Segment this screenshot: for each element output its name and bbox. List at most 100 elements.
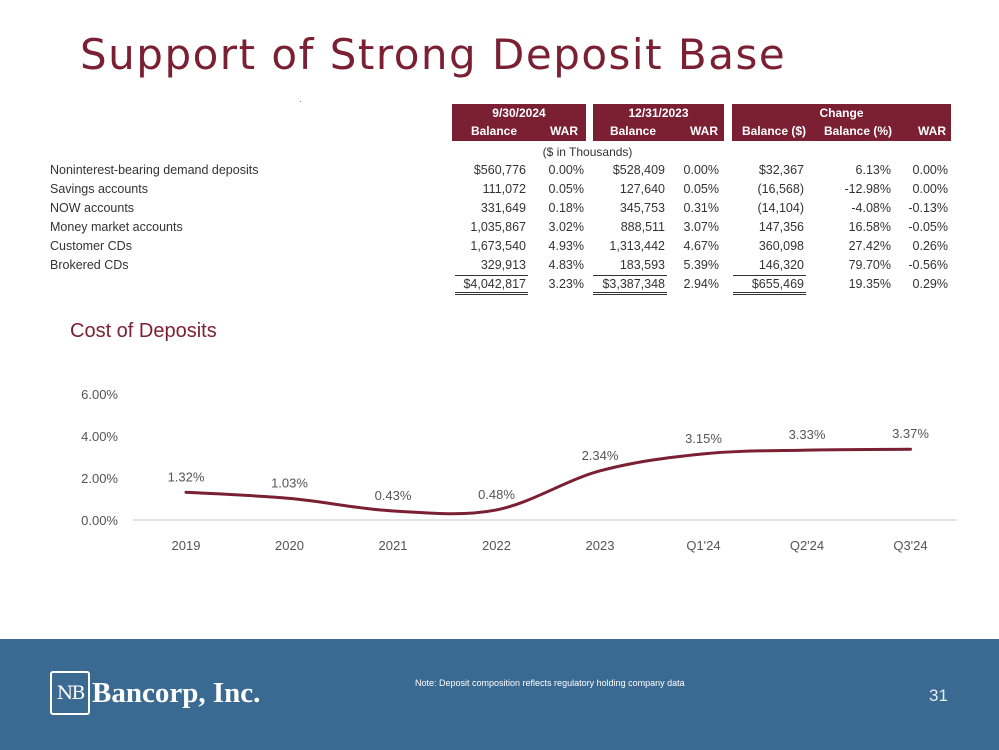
table-cell: $32,367 [758,163,804,177]
table-cell: 888,511 [620,220,665,234]
data-label: 1.03% [271,475,308,490]
row-label: Noninterest-bearing demand deposits [50,163,259,177]
total-double-underline [733,292,806,293]
x-tick-label: 2020 [275,538,304,553]
footer-bar: NB Bancorp, Inc. Note: Deposit compositi… [0,639,999,750]
subheader-war: WAR [918,124,946,138]
table-cell: -4.08% [851,201,891,215]
table-cell: 360,098 [758,239,804,253]
table-cell: -0.56% [908,258,948,272]
cost-of-deposits-chart: 0.00% 2.00% 4.00% 6.00% 2019 2020 2021 2022 2023… [81,387,957,553]
x-tick-label: Q2'24 [790,538,824,553]
table-cell: 127,640 [619,182,665,196]
total-cell: $4,042,817 [463,277,526,291]
subheader-balance: Balance [470,124,517,138]
table-cell: -0.05% [908,220,948,234]
total-double-underline [455,294,528,295]
table-cell: 4.83% [548,258,584,272]
data-label: 3.37% [892,426,929,441]
table-cell: $560,776 [473,163,526,177]
logo: NB Bancorp, Inc. [50,668,260,718]
table-cell: 0.00% [912,163,948,177]
total-double-underline [455,292,528,293]
row-label: Brokered CDs [50,258,129,272]
table-cell: 3.07% [683,220,719,234]
table-cell: -12.98% [844,182,891,196]
table-cell: 331,649 [480,201,526,215]
table-cell: 4.93% [548,239,584,253]
table-cell: 0.18% [548,201,584,215]
data-label: 0.48% [478,487,515,502]
table-cell: (14,104) [757,201,804,215]
row-label: NOW accounts [50,201,135,215]
table-cell: -0.13% [908,201,948,215]
y-tick-label: 2.00% [81,471,118,486]
table-cell: 329,913 [480,258,526,272]
table-cell: 6.13% [855,163,891,177]
table-cell: 0.00% [683,163,719,177]
y-tick-label: 4.00% [81,429,118,444]
footnote: Note: Deposit composition reflects regul… [415,678,685,688]
total-cell: 0.29% [912,277,948,291]
subheader-balance: Balance [609,124,656,138]
total-cell: 19.35% [848,277,891,291]
table-cell: 0.31% [683,201,719,215]
table-cell: 0.26% [912,239,948,253]
y-tick-label: 0.00% [81,513,118,528]
row-label: Savings accounts [50,182,148,196]
logo-mark: NB [50,671,90,715]
row-label: Customer CDs [50,239,132,253]
table-cell: 0.00% [912,182,948,196]
subtotal-underline [593,275,667,276]
row-label: Money market accounts [50,220,183,234]
units-note: ($ in Thousands) [542,145,633,159]
data-label: 3.33% [789,427,826,442]
table-cell: 0.05% [683,182,719,196]
subheader-balance-dollar: Balance ($) [741,124,806,138]
table-cell: 79.70% [848,258,891,272]
header-group-dec-2023: 12/31/2023 [593,104,724,123]
total-cell: $655,469 [751,277,804,291]
x-tick-label: 2023 [586,538,615,553]
page-number: 31 [929,686,948,705]
total-cell: 3.23% [548,277,584,291]
total-double-underline [593,294,667,295]
x-tick-label: 2022 [482,538,511,553]
table-cell: (16,568) [757,182,804,196]
subheader-bg-dec-2023 [593,122,724,141]
table-cell: 16.58% [848,220,891,234]
x-tick-label: 2021 [379,538,408,553]
subtotal-underline [733,275,806,276]
table-cell: 345,753 [619,201,665,215]
table-cell: 183,593 [619,258,665,272]
table-cell: 111,072 [482,182,526,196]
series-line-cost-of-deposits [184,447,912,516]
subheader-bg-sep-2024 [452,122,586,141]
chart-title: Cost of Deposits [70,320,217,342]
slide-title: Support of Strong Deposit Base [80,30,787,79]
total-cell: 2.94% [683,277,719,291]
table-cell: 147,356 [758,220,804,234]
data-label: 2.34% [582,448,619,463]
table-cell: 146,320 [758,258,804,272]
table-cell: 4.67% [683,239,719,253]
x-tick-label: Q1'24 [686,538,720,553]
x-tick-label: 2019 [172,538,201,553]
header-group-change: Change [732,104,951,123]
data-label: 3.15% [685,431,722,446]
table-cell: 1,313,442 [609,239,665,253]
subheader-bg-change [732,122,951,141]
table-cell: 1,035,867 [470,220,526,234]
table-cell: 3.02% [548,220,584,234]
table-cell: 0.00% [548,163,584,177]
data-label: 1.32% [168,469,205,484]
table-cell: 5.39% [683,258,719,272]
data-label: 0.43% [375,488,412,503]
subheader-war: WAR [550,124,578,138]
total-cell: $3,387,348 [602,277,665,291]
total-double-underline [733,294,806,295]
subheader-war: WAR [690,124,718,138]
subheader-balance-percent: Balance (%) [823,124,892,138]
stray-dot [300,101,301,102]
header-group-sep-2024: 9/30/2024 [452,104,586,123]
